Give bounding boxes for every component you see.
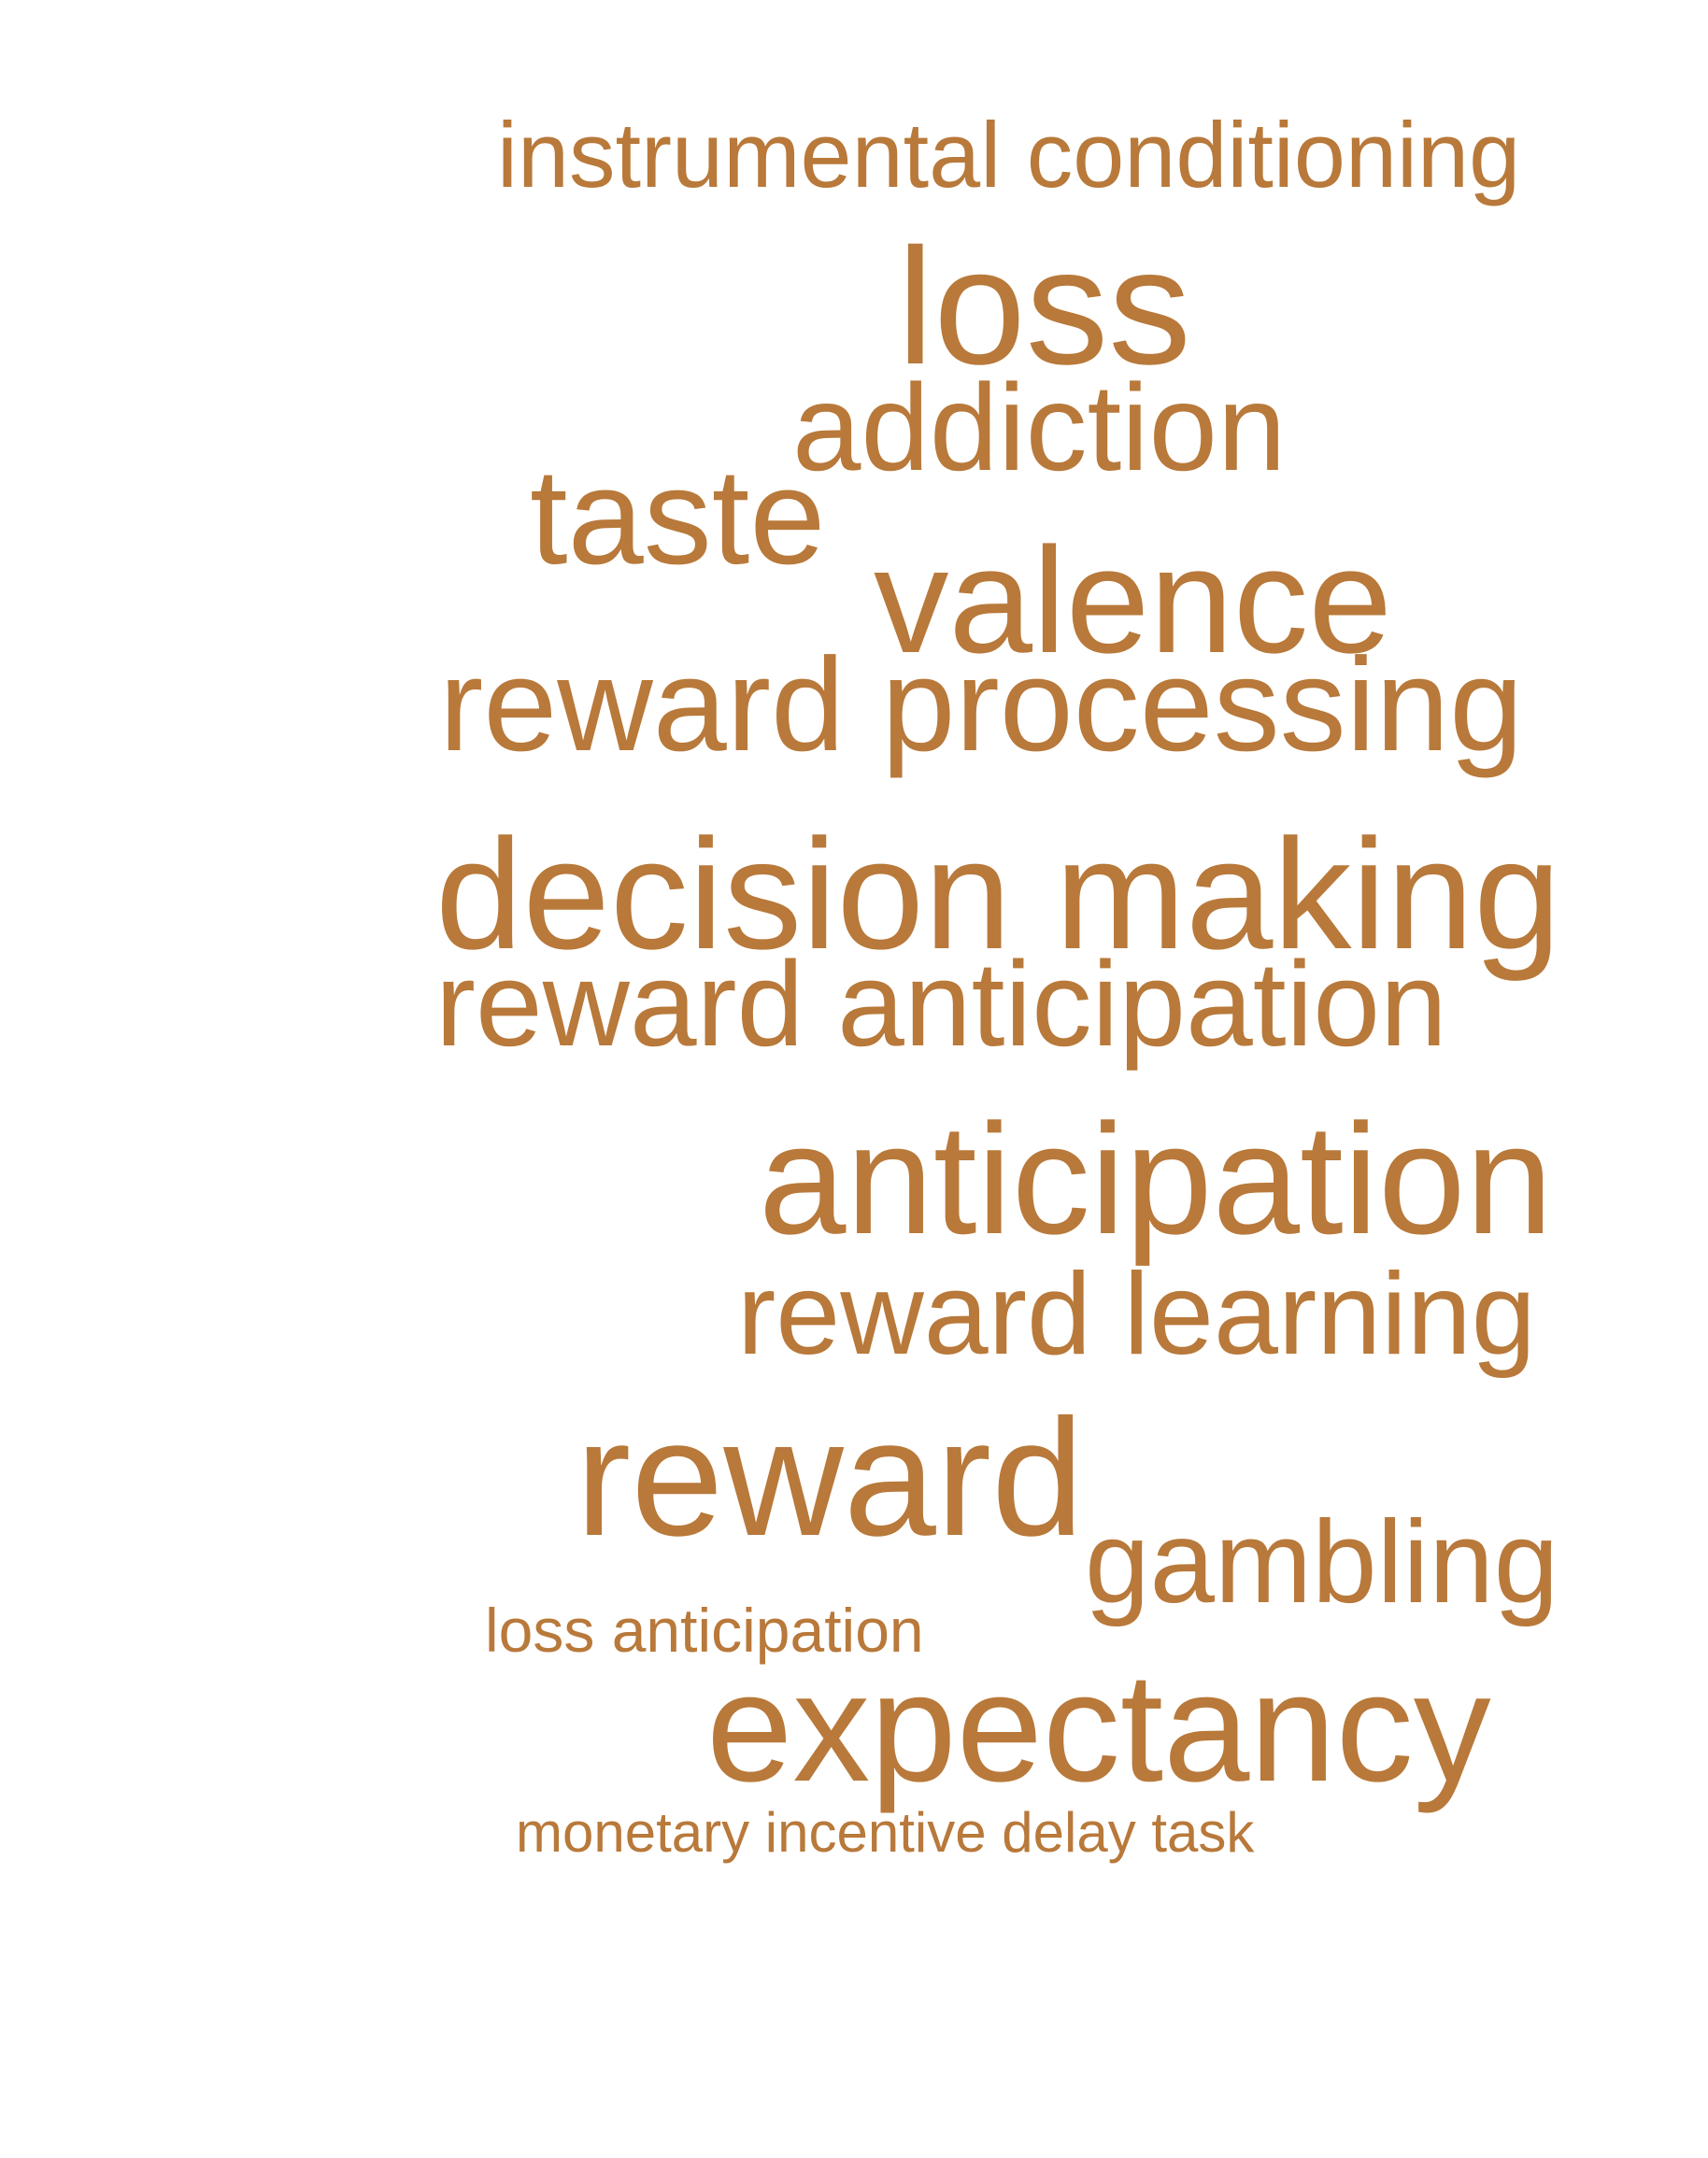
word-loss: loss	[897, 214, 1191, 399]
word-expectancy: expectancy	[706, 1641, 1491, 1814]
word-loss-anticipation: loss anticipation	[485, 1596, 924, 1665]
word-reward: reward	[576, 1384, 1085, 1570]
word-anticipation: anticipation	[759, 1091, 1553, 1267]
word-valence: valence	[874, 517, 1392, 685]
word-decision-making: decision making	[435, 806, 1561, 982]
word-instrumental-conditioning: instrumental conditioning	[497, 103, 1521, 206]
word-reward-learning: reward learning	[737, 1250, 1536, 1379]
word-taste: taste	[530, 440, 826, 592]
word-addiction: addiction	[792, 359, 1287, 496]
word-gambling: gambling	[1085, 1498, 1559, 1627]
word-reward-anticipation: reward anticipation	[435, 937, 1447, 1072]
word-reward-processing: reward processing	[439, 631, 1524, 779]
word-monetary-incentive-delay-task: monetary incentive delay task	[516, 1801, 1255, 1864]
